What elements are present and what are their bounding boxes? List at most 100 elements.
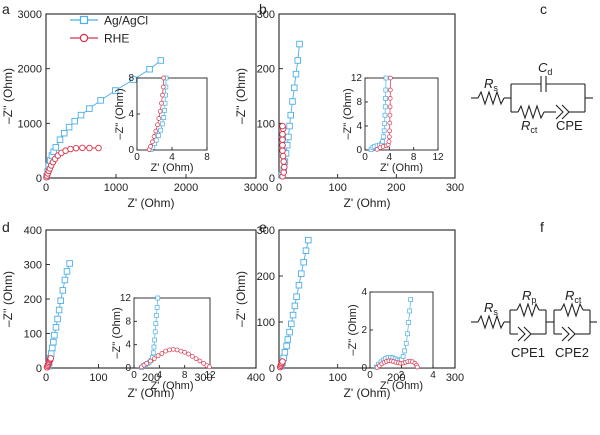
inset-y-tick-b-0: 0 xyxy=(356,145,362,156)
data-point xyxy=(280,158,287,165)
panel-b: b 0 100 200 300 0 100 200 300 Z' (Ohm) –… xyxy=(234,1,464,210)
data-point xyxy=(296,40,303,48)
data-point xyxy=(201,360,207,366)
x-tick-b-0: 0 xyxy=(276,182,282,194)
data-point xyxy=(67,145,74,153)
y-tick-b-0: 0 xyxy=(269,173,275,185)
circuit-c-rct-label: Rct xyxy=(521,118,538,135)
x-tick-e-0: 0 xyxy=(276,372,282,384)
inset-y-tick-a-1: 4 xyxy=(128,109,134,120)
x-tick-e-1: 100 xyxy=(328,372,346,384)
x-tick-b-3: 300 xyxy=(446,182,464,194)
data-point xyxy=(193,356,199,362)
data-point xyxy=(406,320,411,325)
circuit-c-cpe-label: CPE xyxy=(556,118,583,133)
data-point xyxy=(283,342,290,350)
data-point xyxy=(51,331,58,339)
inset-d: 0 4 8 12 0 4 8 12 Z' (Ohm) –Z'' (Ohm) xyxy=(111,293,216,392)
data-point xyxy=(402,348,407,354)
circuit-f-rp-resistor xyxy=(516,302,540,318)
data-point xyxy=(156,116,162,121)
y-axis-label-b: –Z'' (Ohm) xyxy=(234,68,248,124)
legend-label-ag: Ag/AgCl xyxy=(104,14,148,28)
data-point xyxy=(160,121,165,127)
data-point xyxy=(405,331,410,337)
inset-y-tick-b-2: 8 xyxy=(356,97,362,108)
circuit-f-cpe1-element-1 xyxy=(517,326,526,342)
x-axis-label-b: Z' (Ohm) xyxy=(344,196,391,210)
data-point xyxy=(47,355,54,362)
inset-y-axis-label-d: –Z'' (Ohm) xyxy=(111,307,123,358)
data-point xyxy=(382,121,387,126)
x-tick-a-3: 3000 xyxy=(244,182,268,194)
data-point xyxy=(291,84,298,92)
data-point xyxy=(403,340,409,346)
inset-x-axis-label-e: Z' (Ohm) xyxy=(380,380,423,392)
inset-plot-area-d xyxy=(133,297,211,369)
x-tick-a-1: 1000 xyxy=(104,182,128,194)
inset-y-axis-label-b: –Z'' (Ohm) xyxy=(342,88,354,139)
inset-series-marks-a xyxy=(146,75,169,152)
inset-y-tick-d-0: 0 xyxy=(125,363,131,374)
data-point xyxy=(144,360,150,366)
data-point xyxy=(97,97,104,104)
legend-label-rhe: RHE xyxy=(104,32,129,46)
circuit-c-rct-resistor xyxy=(517,104,545,120)
inset-series-marks-b xyxy=(368,75,393,152)
x-tick-e-2: 200 xyxy=(387,372,405,384)
data-point xyxy=(387,96,393,101)
data-point xyxy=(154,304,160,310)
x-axis-label-e: Z' (Ohm) xyxy=(344,386,391,400)
data-point xyxy=(287,111,294,119)
inset-y-tick-b-1: 4 xyxy=(356,121,362,132)
inset-x-tick-d-0: 0 xyxy=(131,370,137,381)
data-point xyxy=(279,141,286,149)
circuit-f-rs-resistor xyxy=(477,314,505,330)
data-point xyxy=(160,84,166,90)
data-point xyxy=(279,122,286,130)
data-point xyxy=(155,295,161,301)
data-point xyxy=(167,347,172,353)
data-point xyxy=(383,96,388,101)
data-point xyxy=(279,147,286,154)
data-point xyxy=(383,75,389,81)
data-point xyxy=(150,350,156,356)
x-tick-d-4: 400 xyxy=(247,372,265,384)
inset-x-axis-label-a: Z' (Ohm) xyxy=(150,162,193,174)
panel-label-f: f xyxy=(540,219,544,235)
data-point xyxy=(281,163,288,171)
data-point xyxy=(162,108,167,113)
data-point xyxy=(153,137,159,143)
data-point xyxy=(156,133,161,138)
inset-y-tick-a-2: 8 xyxy=(128,73,134,84)
inset-ticks-b xyxy=(364,77,439,151)
inset-y-tick-e-0: 0 xyxy=(361,363,367,374)
inset-x-axis-label-d: Z' (Ohm) xyxy=(150,380,193,392)
data-point xyxy=(57,297,64,304)
data-point xyxy=(279,136,286,143)
inset-ticks-e xyxy=(369,291,434,369)
y-tick-b-2: 200 xyxy=(257,64,275,76)
inset-b: 0 4 8 12 0 4 8 12 Z' (Ohm) –Z'' (Ohm) xyxy=(342,73,444,174)
data-point xyxy=(288,320,295,328)
x-tick-b-2: 200 xyxy=(387,182,405,194)
inset-series-marks-e xyxy=(373,297,420,370)
inset-x-tick-b-1: 4 xyxy=(387,152,393,163)
inset-e: 0 2 4 0 2 4 Z' (Ohm) –Z'' (Ohm) xyxy=(347,287,436,392)
inset-series-marks-d xyxy=(139,295,212,370)
data-point xyxy=(59,287,67,294)
data-point xyxy=(52,144,60,151)
data-point xyxy=(72,144,80,152)
inset-x-tick-b-2: 8 xyxy=(411,152,417,163)
data-point xyxy=(157,108,163,114)
x-tick-a-2: 2000 xyxy=(174,182,198,194)
data-point xyxy=(285,133,292,141)
circuit-f-rs-label: Rs xyxy=(484,300,498,317)
data-point xyxy=(300,258,307,266)
data-point xyxy=(151,344,157,350)
circuit-f-rp-label: Rp xyxy=(522,288,536,305)
data-point xyxy=(381,128,387,134)
data-point xyxy=(400,354,406,359)
data-point xyxy=(289,98,296,105)
